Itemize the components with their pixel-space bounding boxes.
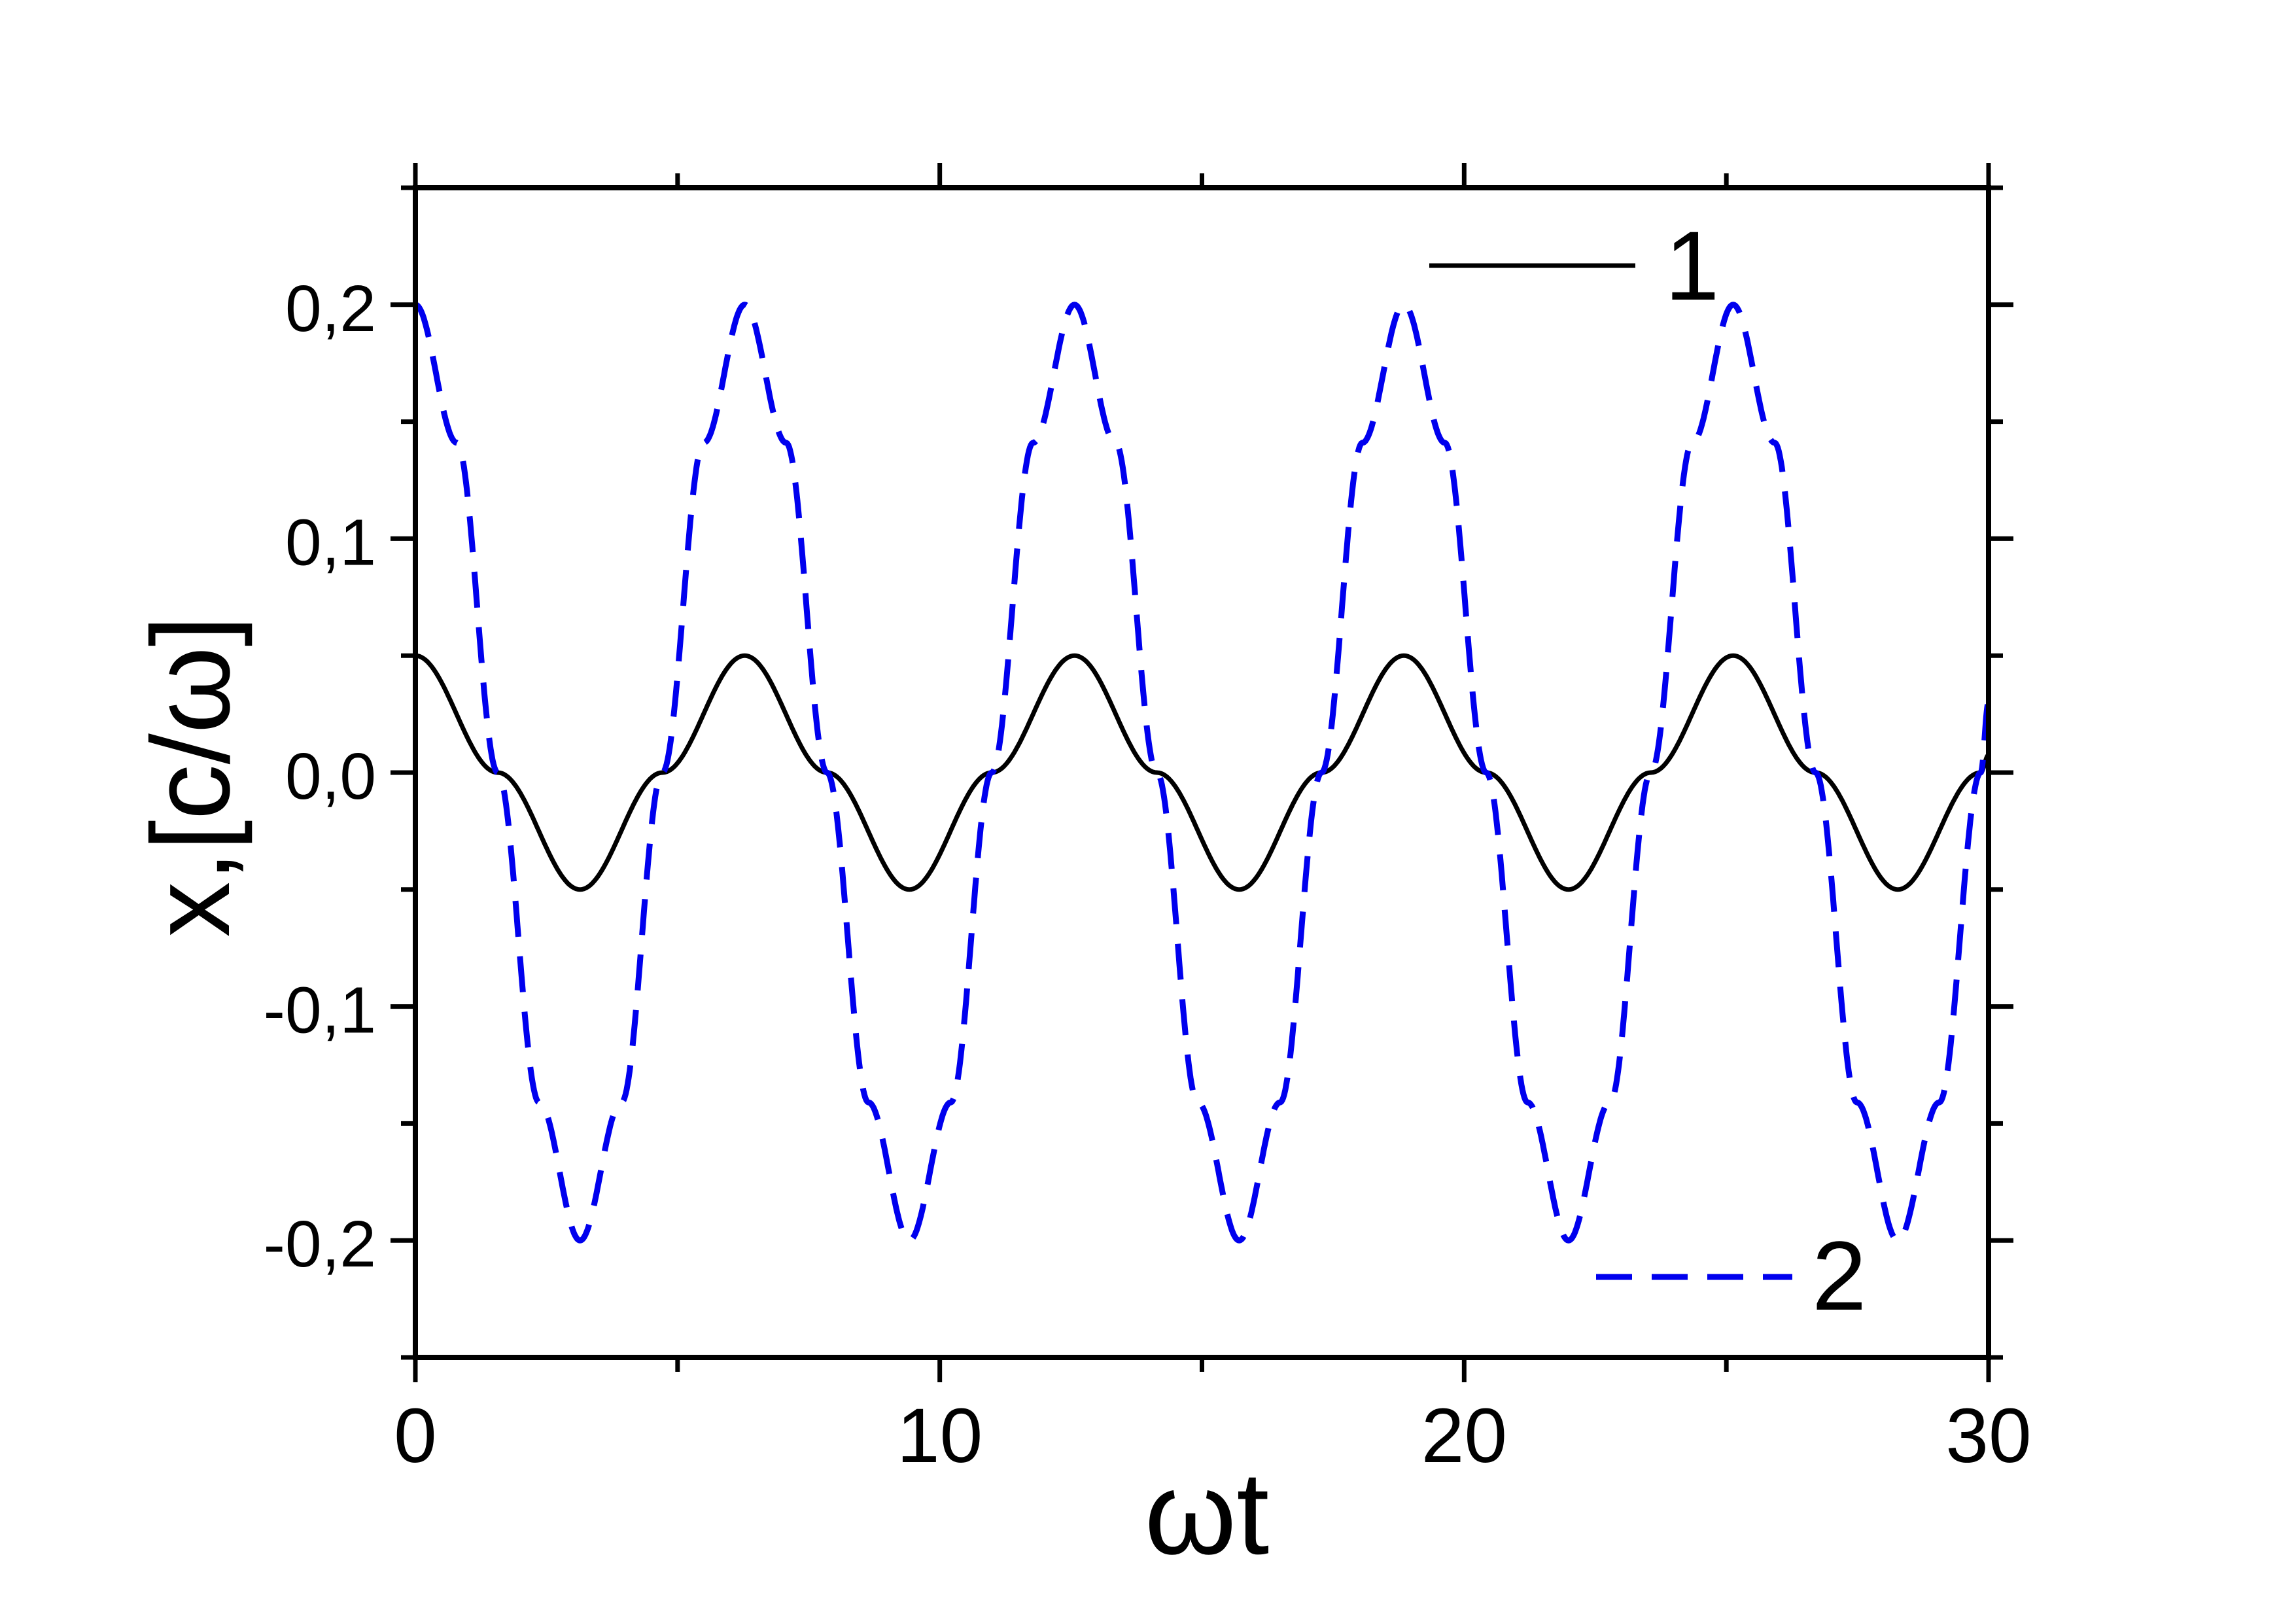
series-layer: [415, 302, 1989, 1244]
series-line-1: [415, 653, 1989, 892]
legend-label-2: 2: [1812, 1221, 1866, 1331]
series-line-2: [415, 302, 1989, 1244]
x-tick-label: 10: [897, 1393, 983, 1479]
legend-layer: 12: [1429, 211, 1866, 1331]
x-tick-label: 20: [1421, 1393, 1507, 1479]
x-tick-label: 0: [394, 1393, 437, 1479]
x-tick-label: 30: [1945, 1393, 2031, 1479]
y-tick-label: 0,1: [285, 506, 376, 579]
legend-label-1: 1: [1665, 211, 1719, 321]
y-tick-label: -0,2: [264, 1208, 376, 1281]
y-tick-label: 0,2: [285, 272, 376, 345]
axes-layer: 0 10 20 30 -0,2 -0,1 0,0 0,1 0,2: [264, 163, 2032, 1479]
y-tick-label: 0,0: [285, 740, 376, 813]
y-tick-label: -0,1: [264, 974, 376, 1047]
y-axis-label: x,[c/ω]: [129, 616, 253, 937]
x-axis-label: ωt: [1145, 1448, 1270, 1579]
